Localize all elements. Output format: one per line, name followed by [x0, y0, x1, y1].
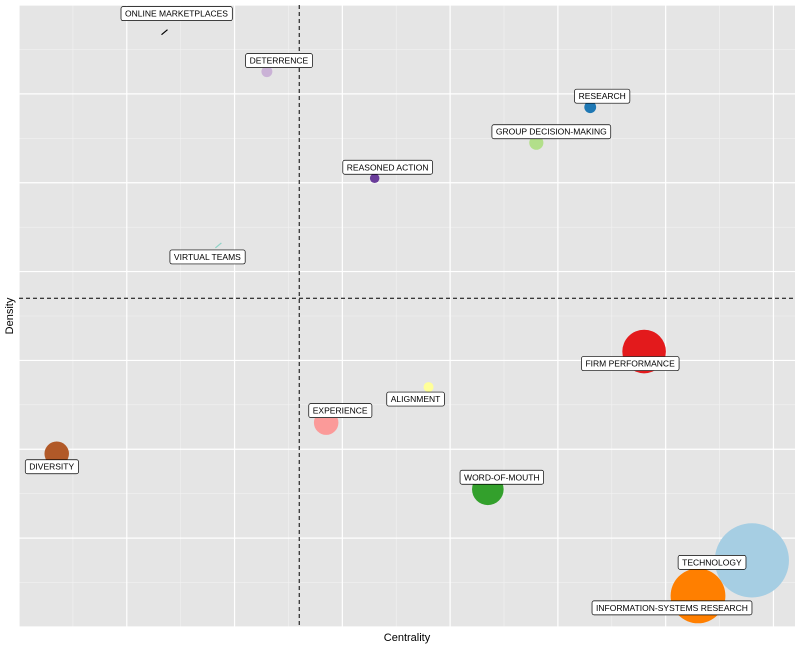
label-information-systems-research: INFORMATION-SYSTEMS RESEARCH [591, 600, 753, 616]
label-text: REASONED ACTION [347, 162, 429, 172]
label-box [120, 6, 233, 22]
label-group-decision-making: GROUP DECISION-MAKING [491, 124, 612, 140]
label-box [491, 124, 612, 140]
point-technology [714, 523, 789, 598]
label-box [308, 403, 373, 418]
label-box [24, 459, 79, 475]
label-text: DIVERSITY [29, 462, 74, 472]
label-diversity: DIVERSITY [24, 459, 79, 475]
label-box [169, 249, 246, 265]
label-text: TECHNOLOGY [682, 557, 742, 567]
y-axis-title: Density [4, 297, 16, 334]
point-reasoned-action [369, 173, 380, 184]
point-research [584, 101, 597, 114]
label-box [459, 469, 544, 485]
label-experience: EXPERIENCE [308, 403, 373, 418]
label-online-marketplaces: ONLINE MARKETPLACES [120, 6, 233, 22]
point-group-decision-making [529, 135, 544, 150]
label-research: RESEARCH [574, 88, 631, 104]
label-text: WORD-OF-MOUTH [464, 472, 540, 482]
label-text: VIRTUAL TEAMS [174, 252, 241, 262]
label-technology: TECHNOLOGY [677, 555, 747, 570]
label-reasoned-action: REASONED ACTION [342, 159, 433, 175]
label-box [386, 391, 445, 407]
label-text: GROUP DECISION-MAKING [496, 127, 607, 137]
label-box [677, 555, 747, 570]
label-firm-performance: FIRM PERFORMANCE [581, 356, 680, 371]
label-box [245, 53, 313, 68]
label-box [591, 600, 753, 616]
reference-lines [19, 5, 795, 627]
labels-layer: ONLINE MARKETPLACES DETERRENCE RESEARCH GRO… [24, 6, 753, 616]
label-text: DETERRENCE [250, 56, 309, 66]
label-deterrence: DETERRENCE [245, 53, 313, 68]
x-axis-title: Centrality [384, 632, 431, 644]
label-alignment: ALIGNMENT [386, 391, 445, 407]
label-box [574, 88, 631, 104]
label-box [581, 356, 680, 371]
point-deterrence [261, 66, 273, 78]
label-text: ONLINE MARKETPLACES [125, 9, 228, 19]
label-word-of-mouth: WORD-OF-MOUTH [459, 469, 544, 485]
label-text: FIRM PERFORMANCE [585, 359, 675, 369]
label-text: RESEARCH [579, 91, 626, 101]
label-text: INFORMATION-SYSTEMS RESEARCH [596, 603, 748, 613]
label-virtual-teams: VIRTUAL TEAMS [169, 249, 246, 265]
label-text: EXPERIENCE [313, 406, 368, 416]
label-text: ALIGNMENT [391, 394, 441, 404]
point-alignment [423, 382, 434, 393]
point-online-marketplaces [161, 29, 168, 36]
point-virtual-teams [215, 242, 222, 249]
label-box [342, 159, 433, 175]
